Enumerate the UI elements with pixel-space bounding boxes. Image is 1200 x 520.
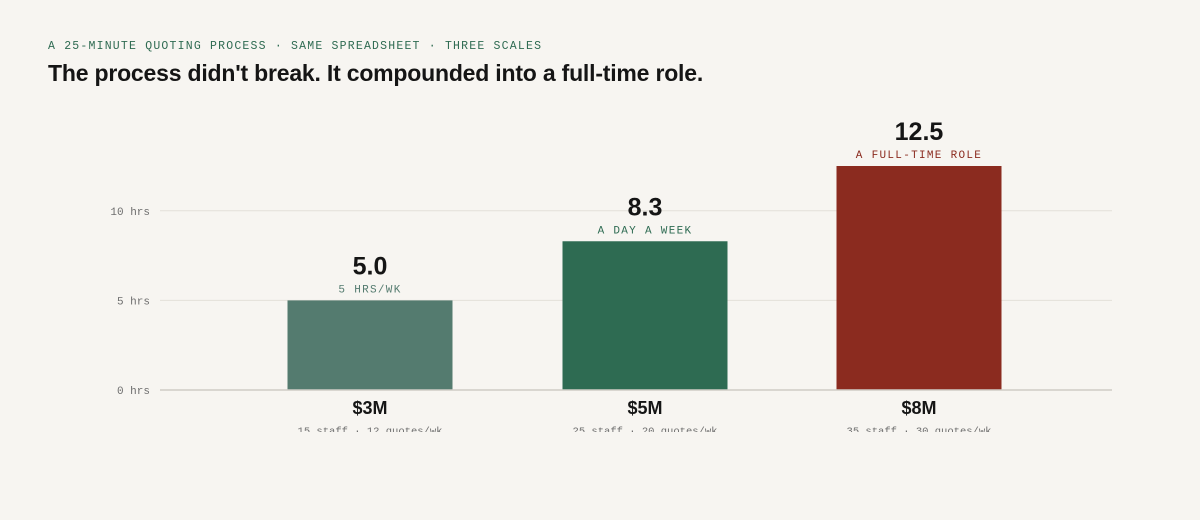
label-clip-mask [0,432,1200,444]
bar-annotation: A DAY A WEEK [598,225,693,237]
x-category-label: $5M [627,398,662,418]
bar [562,241,728,390]
y-tick-label: 5 hrs [117,296,150,308]
chart-headline: The process didn't break. It compounded … [48,60,704,86]
bar-value-label: 5.0 [353,252,388,280]
bar [287,300,453,390]
bar [836,166,1002,390]
bar-value-label: 8.3 [628,193,663,221]
x-category-label: $3M [352,398,387,418]
y-tick-label: 0 hrs [117,386,150,398]
bar-value-label: 12.5 [895,118,944,146]
bar-annotation: 5 HRS/WK [338,284,401,296]
bar-annotation: A FULL-TIME ROLE [856,150,982,162]
x-category-label: $8M [901,398,936,418]
y-tick-label: 10 hrs [110,207,150,219]
chart-eyebrow: A 25-MINUTE QUOTING PROCESS · SAME SPREA… [48,40,543,53]
